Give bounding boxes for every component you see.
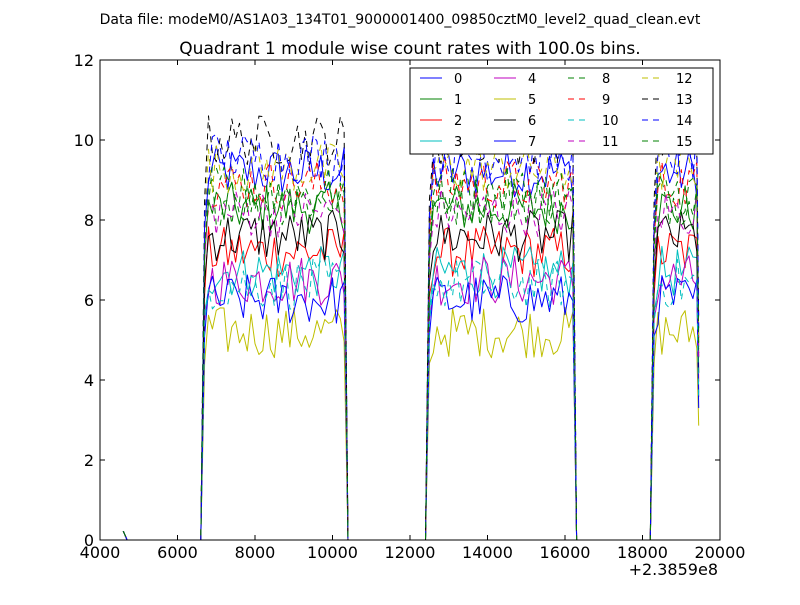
legend-label-12: 12 <box>676 72 693 87</box>
x-tick-label: 16000 <box>540 543 591 562</box>
legend-label-1: 1 <box>454 93 462 108</box>
legend-label-2: 2 <box>454 114 462 129</box>
x-tick-label: 14000 <box>462 543 513 562</box>
data-file-label: Data file: modeM0/AS1A03_134T01_90000014… <box>100 12 701 28</box>
x-tick-label: 18000 <box>617 543 668 562</box>
series-line-6 <box>122 209 700 540</box>
y-tick-label: 10 <box>74 131 94 150</box>
legend-label-15: 15 <box>676 135 693 150</box>
legend-label-3: 3 <box>454 135 462 150</box>
x-tick-label: 10000 <box>307 543 358 562</box>
series-line-15 <box>122 165 700 540</box>
y-tick-label: 12 <box>74 51 94 70</box>
y-tick-label: 2 <box>84 451 94 470</box>
axis-ticks: 4000 6000 8000 10000 12000 14000 16000 18000 200… <box>74 51 746 562</box>
chart-title: Quadrant 1 module wise count rates with … <box>179 39 640 59</box>
legend-label-6: 6 <box>528 114 536 129</box>
series-line-12 <box>122 143 700 540</box>
legend-frame <box>409 67 714 155</box>
legend-label-0: 0 <box>454 72 462 87</box>
x-tick-label: 20000 <box>695 543 746 562</box>
legend-label-7: 7 <box>528 135 536 150</box>
legend-label-4: 4 <box>528 72 536 87</box>
y-tick-label: 6 <box>84 291 94 310</box>
series-line-11 <box>122 188 700 540</box>
legend-label-5: 5 <box>528 93 536 108</box>
x-tick-label: 6000 <box>157 543 198 562</box>
legend-label-11: 11 <box>602 135 619 150</box>
legend-label-8: 8 <box>602 72 610 87</box>
x-tick-label: 12000 <box>385 543 436 562</box>
series-line-4 <box>122 255 700 540</box>
y-tick-label: 8 <box>84 211 94 230</box>
series-line-10 <box>122 257 700 540</box>
legend-label-13: 13 <box>676 93 693 108</box>
series-line-7 <box>122 274 700 540</box>
series-line-8 <box>122 176 700 540</box>
y-tick-label: 0 <box>84 531 94 550</box>
x-tick-label: 8000 <box>235 543 276 562</box>
legend-label-14: 14 <box>676 114 693 129</box>
legend-label-10: 10 <box>602 114 619 129</box>
x-tick-label: 4000 <box>80 543 121 562</box>
x-offset-label: +2.3859e8 <box>629 560 718 579</box>
legend-label-9: 9 <box>602 93 610 108</box>
series-line-5 <box>122 306 700 540</box>
y-tick-label: 4 <box>84 371 94 390</box>
